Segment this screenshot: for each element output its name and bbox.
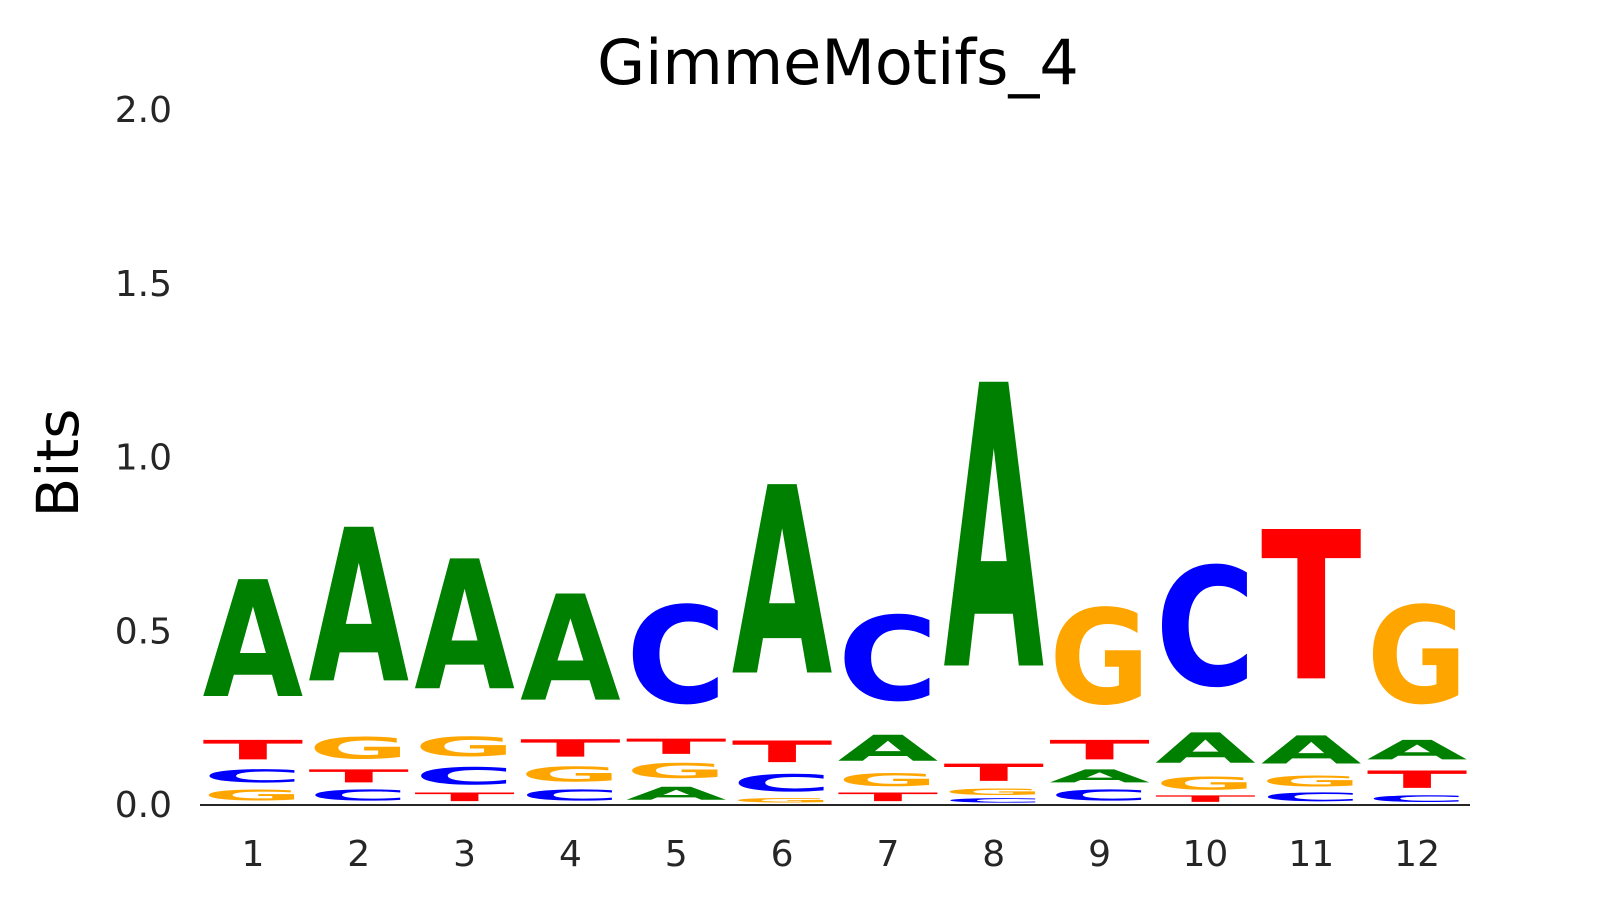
- logo-letter-a: A: [308, 485, 409, 731]
- y-tick-label: 1.0: [115, 438, 172, 479]
- x-tick-label: 6: [771, 834, 794, 875]
- logo-letter-a: A: [943, 306, 1044, 758]
- logo-letter-a: A: [414, 523, 515, 731]
- x-tick-label: 11: [1288, 834, 1334, 875]
- logo-letter-t: T: [520, 735, 621, 763]
- logo-letter-g: G: [732, 797, 833, 804]
- logo-letter-c: C: [520, 787, 621, 804]
- y-tick-label: 0.5: [115, 611, 172, 652]
- logo-letter-g: G: [520, 762, 621, 786]
- logo-letter-stacks: GCTACTGATCGACGTAAGTCGCTATGACCGTACATGTGAC…: [203, 306, 1468, 804]
- logo-letter-t: T: [1155, 794, 1256, 804]
- logo-letter-a: A: [1261, 728, 1362, 773]
- logo-letter-g: G: [308, 731, 409, 766]
- logo-letter-t: T: [1049, 735, 1150, 766]
- logo-letter-t: T: [943, 759, 1044, 787]
- y-axis-label: Bits: [24, 409, 92, 518]
- x-tick-label: 1: [241, 834, 264, 875]
- logo-letter-g: G: [1367, 579, 1468, 734]
- x-tick-label: 8: [982, 834, 1005, 875]
- logo-letter-g: G: [1049, 581, 1150, 734]
- logo-letter-c: C: [1049, 787, 1150, 804]
- x-tick-label: 7: [876, 834, 899, 875]
- y-tick-label: 2.0: [115, 90, 172, 131]
- x-tick-label: 3: [453, 834, 476, 875]
- logo-letter-g: G: [1261, 773, 1362, 790]
- logo-letter-c: C: [308, 787, 409, 804]
- logo-letter-c: C: [1367, 794, 1468, 804]
- logo-letter-a: A: [626, 783, 727, 804]
- logo-letter-t: T: [838, 790, 939, 804]
- logo-letter-a: A: [520, 565, 621, 735]
- logo-letter-a: A: [838, 728, 939, 769]
- logo-letter-t: T: [1367, 766, 1468, 794]
- logo-letter-t: T: [732, 735, 833, 770]
- y-tick-label: 1.5: [115, 264, 172, 305]
- x-tick-labels: 1 2 3 4 5 6 7 8 9 10 11 12: [241, 834, 1440, 875]
- logo-letter-g: G: [414, 731, 515, 762]
- logo-letter-c: C: [1261, 790, 1362, 804]
- x-tick-label: 2: [347, 834, 370, 875]
- logo-letter-c: C: [203, 766, 304, 787]
- logo-letter-g: G: [203, 787, 304, 804]
- logo-letter-g: G: [838, 769, 939, 790]
- logo-letter-a: A: [203, 549, 304, 735]
- logo-letter-c: C: [414, 763, 515, 791]
- y-tick-label: 0.0: [115, 785, 172, 826]
- logo-letter-a: A: [1367, 735, 1468, 766]
- logo-letter-t: T: [1261, 489, 1362, 728]
- logo-letter-c: C: [1155, 533, 1256, 724]
- logo-letter-g: G: [1155, 773, 1256, 794]
- logo-letter-a: A: [732, 434, 833, 735]
- x-tick-label: 12: [1394, 834, 1440, 875]
- logo-letter-t: T: [414, 790, 515, 804]
- logo-letter-a: A: [1155, 724, 1256, 773]
- x-tick-label: 9: [1088, 834, 1111, 875]
- logo-letter-t: T: [308, 766, 409, 787]
- x-tick-label: 5: [665, 834, 688, 875]
- logo-letter-g: G: [626, 759, 727, 783]
- logo-letter-c: C: [838, 592, 939, 727]
- x-tick-label: 10: [1183, 834, 1229, 875]
- logo-letter-c: C: [626, 578, 727, 734]
- logo-letter-t: T: [203, 735, 304, 766]
- x-tick-label: 4: [559, 834, 582, 875]
- y-tick-labels: 0.0 0.5 1.0 1.5 2.0: [115, 90, 172, 826]
- logo-letter-g: G: [943, 787, 1044, 797]
- logo-letter-c: C: [943, 797, 1044, 804]
- logo-letter-a: A: [1049, 766, 1150, 787]
- logo-letter-c: C: [732, 770, 833, 798]
- chart-title: GimmeMotifs_4: [597, 26, 1079, 99]
- logo-letter-t: T: [626, 734, 727, 758]
